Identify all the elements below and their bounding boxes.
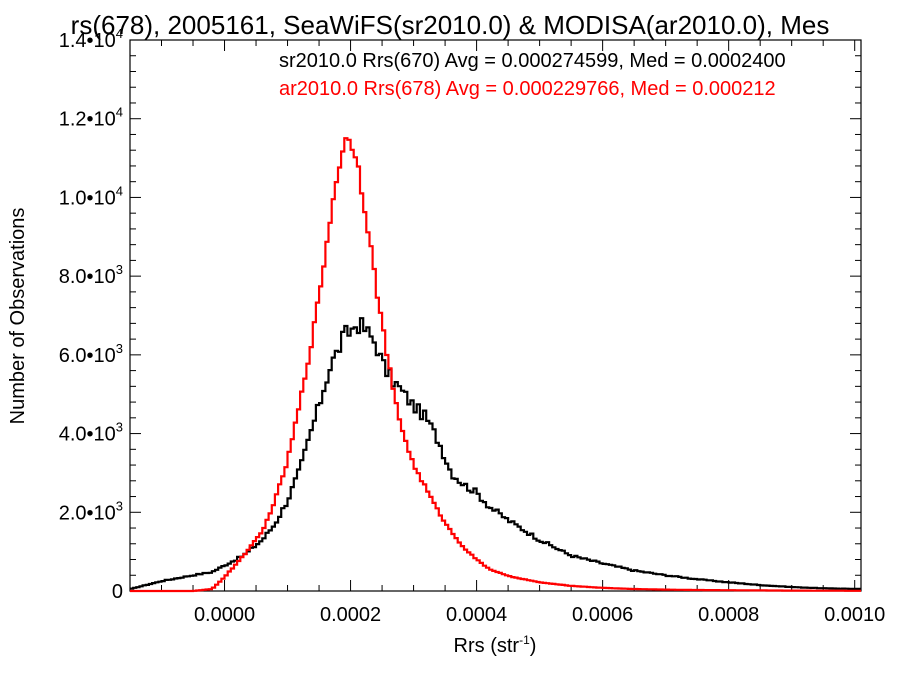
- x-tick-label: 0.0000: [194, 604, 255, 626]
- legend-entry-series-1: sr2010.0 Rrs(670) Avg = 0.000274599, Med…: [279, 50, 786, 72]
- x-tick-label: 0.0004: [446, 604, 507, 626]
- x-tick-label: 0.0006: [572, 604, 633, 626]
- y-tick-label: 4.0•103: [59, 420, 123, 446]
- x-tick-label: 0.0008: [698, 604, 759, 626]
- y-axis-label: Number of Observations: [7, 208, 29, 425]
- x-tick-label: 0.0010: [824, 604, 885, 626]
- y-tick-label: 1.2•104: [59, 105, 123, 131]
- plot-frame: [129, 39, 862, 592]
- y-tick-label: 1.4•104: [59, 26, 123, 52]
- y-tick-label: 1.0•104: [59, 183, 123, 209]
- y-axis-ticks: 0 2.0•103 4.0•103 6.0•103 8.0•103 1.0•104 1.2•…: [59, 26, 861, 603]
- legend-entry-series-2: ar2010.0 Rrs(678) Avg = 0.000229766, Med…: [279, 78, 776, 100]
- y-tick-label: 6.0•103: [59, 341, 123, 367]
- chart-title: rs(678), 2005161, SeaWiFS(sr2010.0) & MO…: [71, 10, 830, 40]
- series-layer: [130, 137, 861, 593]
- x-axis-label-exponent: -1: [519, 633, 530, 647]
- y-tick-label: 0: [112, 581, 123, 603]
- x-tick-label: 0.0002: [320, 604, 381, 626]
- y-tick-label: 8.0•103: [59, 262, 123, 288]
- y-tick-label: 2.0•103: [59, 498, 123, 524]
- x-axis-label: Rrs (str-1): [454, 633, 537, 657]
- x-axis-ticks: 0.0000 0.0002 0.0004 0.0006 0.0008 0.0010: [161, 40, 885, 626]
- series-2-line: [130, 137, 861, 593]
